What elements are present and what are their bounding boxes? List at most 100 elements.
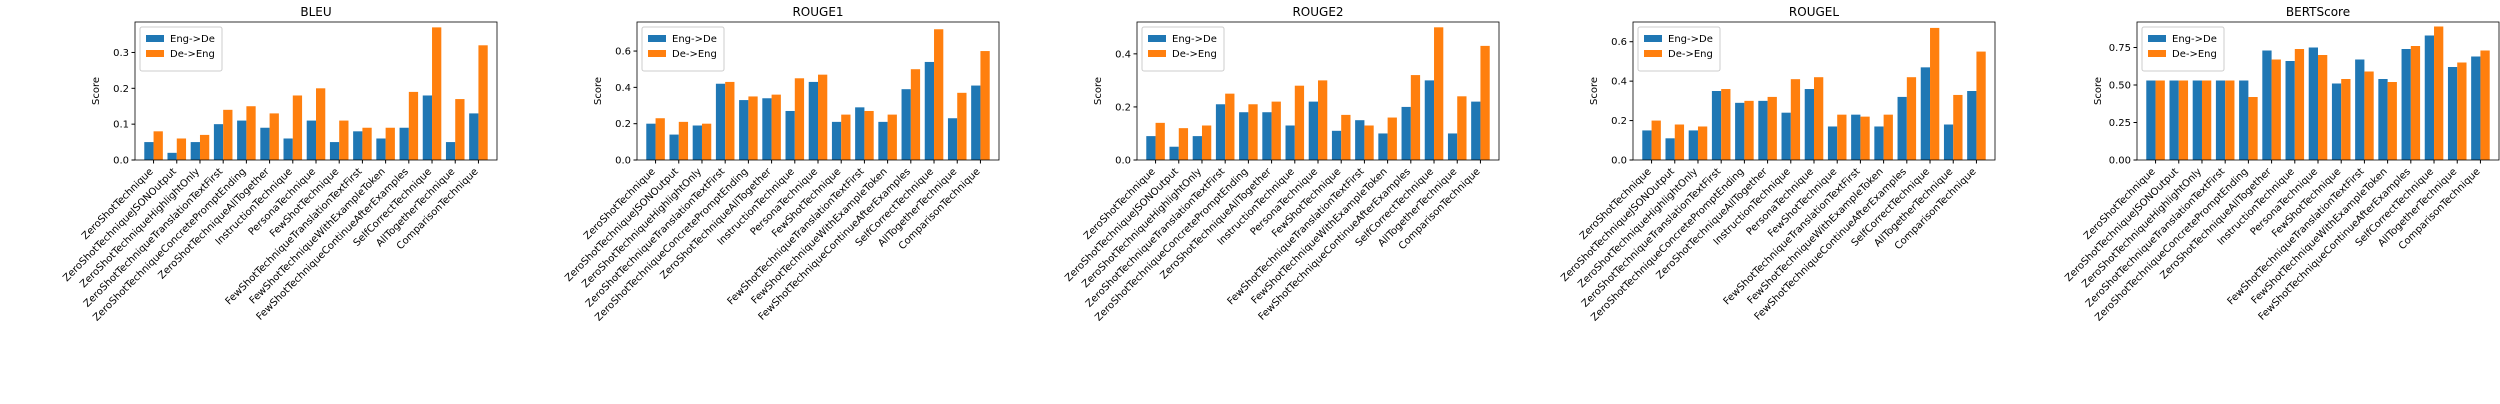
y-tick-label: 0.2	[1115, 102, 1131, 113]
bar	[2308, 47, 2318, 160]
bar	[2401, 49, 2411, 160]
legend-label: Eng->De	[2172, 34, 2217, 45]
bar	[1239, 112, 1249, 160]
bar	[246, 106, 256, 160]
bar	[2262, 50, 2272, 160]
bar	[306, 120, 316, 160]
legend-swatch	[1148, 35, 1166, 42]
bar	[432, 27, 442, 161]
bar	[292, 95, 303, 160]
bar	[213, 124, 224, 160]
bar	[1860, 116, 1870, 160]
bar	[1424, 80, 1435, 160]
bar	[1674, 124, 1685, 160]
bar	[1735, 102, 1745, 160]
bar	[2387, 82, 2397, 160]
bar	[2155, 80, 2165, 160]
bar	[1155, 122, 1165, 160]
bar	[1178, 128, 1189, 160]
y-tick-label: 0.4	[1115, 49, 1131, 60]
bar	[794, 78, 805, 160]
bar	[678, 121, 689, 160]
bar	[2434, 26, 2444, 160]
bar	[1883, 114, 1893, 160]
bar	[2424, 35, 2435, 160]
y-axis-label: Score	[1093, 77, 1104, 105]
y-tick-label: 0.0	[113, 156, 129, 167]
bar	[725, 81, 735, 160]
bar	[808, 81, 818, 160]
bar	[1271, 101, 1281, 160]
bar	[422, 95, 433, 160]
legend-label: De->Eng	[1668, 49, 1713, 60]
bar	[1711, 91, 1722, 160]
subplot: 0.00.20.40.6ZeroShotTechniqueZeroShotTec…	[563, 5, 1000, 324]
y-tick-label: 0.50	[2109, 81, 2131, 92]
bar	[353, 131, 363, 160]
subplot: 0.00.10.20.3ZeroShotTechniqueZeroShotTec…	[61, 5, 498, 324]
bar	[864, 110, 874, 160]
bar	[1364, 125, 1374, 160]
bar	[1378, 133, 1388, 160]
legend-label: De->Eng	[170, 49, 215, 60]
bar	[2239, 80, 2249, 160]
bar	[739, 100, 749, 160]
bar	[1387, 117, 1397, 160]
bar	[2318, 55, 2328, 160]
bar	[1744, 100, 1754, 160]
bar	[947, 118, 958, 160]
bar	[1410, 75, 1421, 160]
bar	[1434, 27, 1444, 160]
bar	[1248, 104, 1258, 160]
bar	[2355, 59, 2365, 160]
bar	[478, 45, 488, 160]
y-tick-label: 0.6	[615, 47, 631, 58]
bar	[1169, 146, 1179, 160]
bar	[1767, 96, 1777, 160]
y-tick-label: 0.0	[615, 156, 631, 167]
bar	[910, 69, 921, 160]
bar	[144, 142, 154, 160]
bar	[762, 98, 772, 160]
bar	[1874, 126, 1884, 160]
bar	[1262, 112, 1272, 160]
bar	[1471, 101, 1481, 160]
bar	[329, 142, 340, 160]
y-tick-label: 0.3	[113, 48, 129, 59]
bar	[2169, 80, 2179, 160]
legend-label: Eng->De	[170, 34, 215, 45]
y-tick-label: 0.2	[615, 119, 631, 130]
bar	[237, 120, 247, 160]
chart-title: BLEU	[300, 5, 331, 19]
bar	[901, 89, 911, 160]
bar	[1790, 79, 1801, 160]
y-tick-label: 0.2	[1611, 116, 1627, 127]
bar	[1781, 112, 1791, 160]
bar	[469, 113, 479, 160]
legend-label: De->Eng	[1172, 49, 1217, 60]
bar	[715, 83, 726, 160]
bar	[2447, 67, 2458, 160]
bar	[2410, 46, 2421, 160]
bar	[701, 123, 712, 160]
legend-swatch	[648, 50, 666, 57]
bar	[841, 114, 851, 160]
bar	[1837, 114, 1847, 160]
legend-label: Eng->De	[1668, 34, 1713, 45]
bar	[1651, 120, 1661, 160]
bar	[692, 125, 702, 160]
bar	[1897, 96, 1907, 160]
bar	[748, 96, 758, 160]
bar	[971, 85, 981, 160]
bar	[1930, 27, 1940, 160]
bar	[1920, 67, 1931, 160]
bar	[385, 127, 395, 160]
legend-label: Eng->De	[1172, 34, 1217, 45]
bar	[316, 88, 326, 160]
bar	[1215, 104, 1226, 160]
bar	[2271, 59, 2281, 160]
bar	[376, 138, 386, 160]
legend-label: Eng->De	[672, 34, 717, 45]
bar	[1943, 124, 1954, 160]
